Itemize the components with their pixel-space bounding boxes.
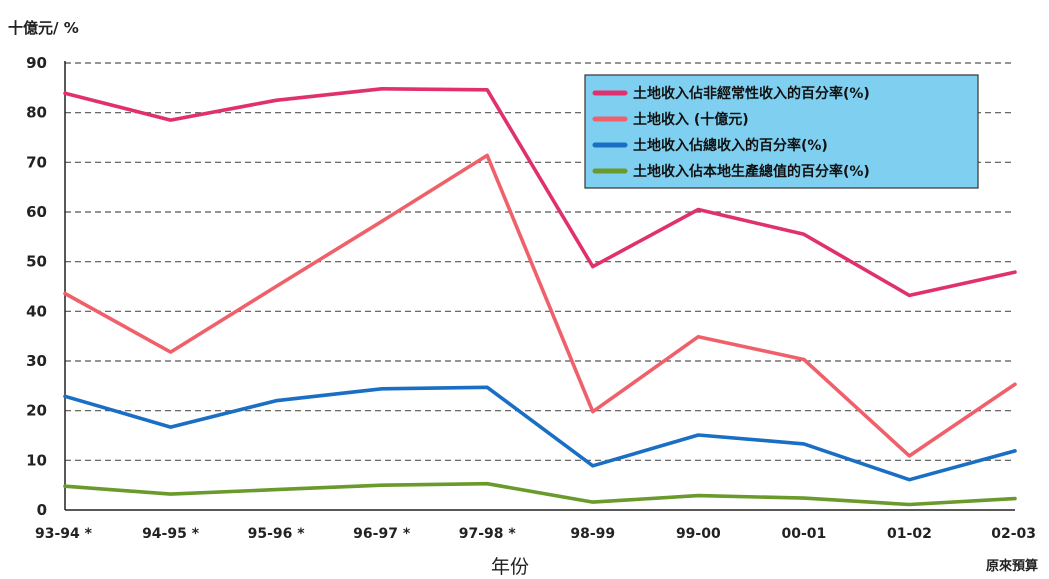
- x-tick-label: 95-96 *: [248, 526, 306, 542]
- x-tick-label: 93-94 *: [35, 526, 93, 542]
- x-axis-title: 年份: [491, 556, 529, 578]
- y-tick-labels: 0 10 20 30 40 50 60 70 80 90: [26, 54, 47, 519]
- y-tick-label: 70: [26, 153, 47, 171]
- series-line: [63, 481, 1017, 507]
- budget-note: 原來預算: [986, 558, 1038, 574]
- x-tick-label: 01-02: [887, 526, 932, 542]
- y-tick-label: 0: [37, 501, 47, 519]
- legend-box: [584, 74, 979, 189]
- y-tick-label: 10: [26, 451, 47, 469]
- series-line: [63, 153, 1017, 458]
- legend-label: 土地收入佔非經常性收入的百分率(%): [633, 85, 870, 102]
- series-line: [63, 385, 1017, 482]
- legend: 土地收入佔非經常性收入的百分率(%) 土地收入 (十億元) 土地收入佔總收入的百分率…: [584, 74, 979, 189]
- series-line: [63, 87, 1017, 298]
- series-lines: [63, 87, 1017, 507]
- x-tick-label: 98-99: [570, 526, 615, 542]
- x-tick-label: 02-03: [991, 526, 1036, 542]
- x-tick-label: 00-01: [781, 526, 826, 542]
- x-tick-label: 96-97 *: [353, 526, 411, 542]
- y-tick-label: 50: [26, 253, 47, 271]
- gridlines: [65, 62, 1015, 461]
- x-tick-label: 97-98 *: [459, 526, 517, 542]
- y-tick-label: 30: [26, 352, 47, 370]
- legend-label: 土地收入佔總收入的百分率(%): [633, 137, 828, 154]
- y-tick-label: 40: [26, 302, 47, 320]
- y-tick-label: 20: [26, 402, 47, 420]
- axes: [64, 61, 1015, 511]
- x-tick-label: 99-00: [676, 526, 721, 542]
- x-tick-label: 94-95 *: [142, 526, 200, 542]
- legend-label: 土地收入 (十億元): [633, 111, 749, 128]
- y-tick-label: 80: [26, 104, 47, 122]
- y-axis-title: 十億元/ %: [8, 19, 79, 37]
- legend-label: 土地收入佔本地生產總值的百分率(%): [633, 163, 870, 180]
- y-tick-label: 90: [26, 54, 47, 72]
- x-tick-labels: 93-94 * 94-95 * 95-96 * 96-97 * 97-98 * 98-99…: [35, 526, 1036, 542]
- y-tick-label: 60: [26, 203, 47, 221]
